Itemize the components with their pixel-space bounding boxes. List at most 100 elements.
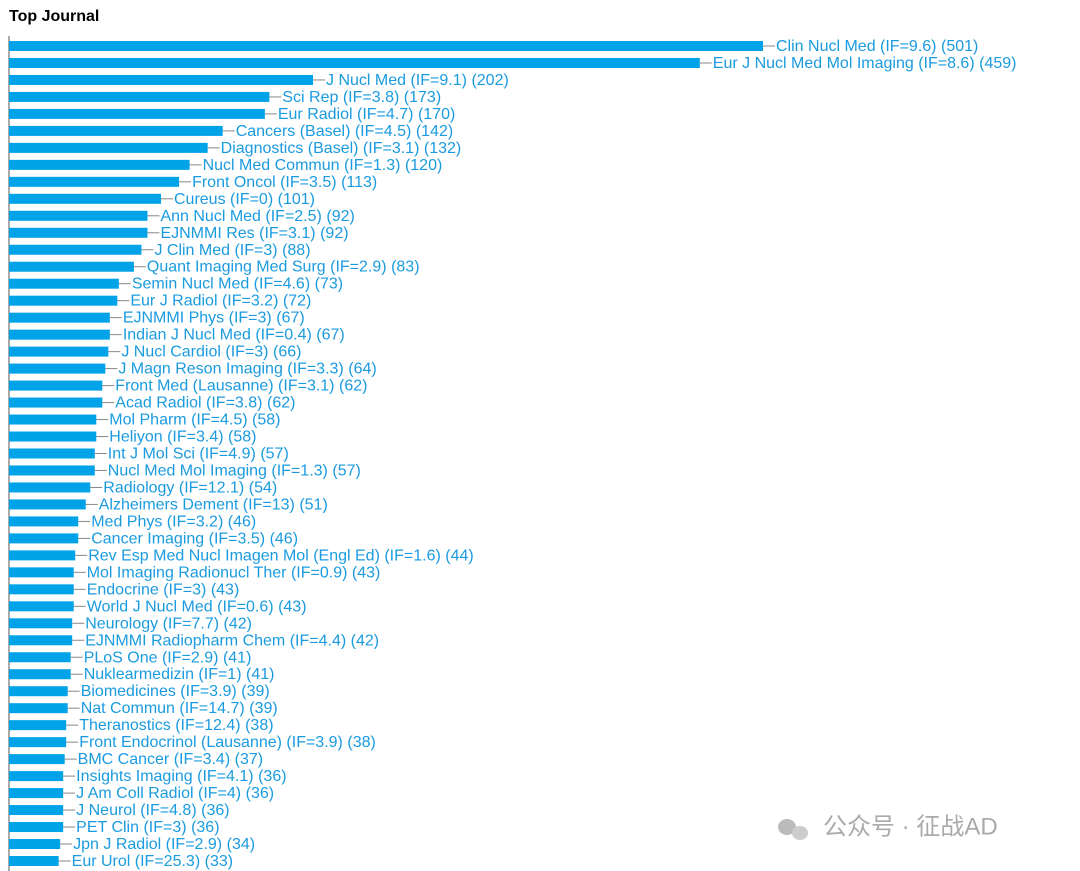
category-label: BMC Cancer (IF=3.4) xyxy=(78,751,230,768)
bar xyxy=(9,244,142,255)
bar-label: PLoS One (IF=2.9) (41) xyxy=(84,649,252,666)
value-label: (46) xyxy=(270,531,298,548)
value-label: (170) xyxy=(418,106,455,123)
category-label: Neurology (IF=7.7) xyxy=(85,616,219,633)
bar-label: Semin Nucl Med (IF=4.6) (73) xyxy=(132,276,343,293)
value-label: (41) xyxy=(223,649,251,666)
bar xyxy=(9,550,76,561)
bar xyxy=(9,278,119,289)
value-label: (38) xyxy=(245,717,273,734)
value-label: (101) xyxy=(278,191,315,208)
category-label: J Am Coll Radiol (IF=4) xyxy=(76,785,241,802)
category-label: EJNMMI Radiopharm Chem (IF=4.4) xyxy=(85,632,346,649)
value-label: (72) xyxy=(283,293,311,310)
category-label: Mol Pharm (IF=4.5) xyxy=(109,412,247,429)
value-label: (113) xyxy=(341,174,377,191)
bar-label: Sci Rep (IF=3.8) (173) xyxy=(282,89,441,106)
bar-label: Endocrine (IF=3) (43) xyxy=(87,582,240,599)
value-label: (38) xyxy=(347,734,375,751)
value-label: (67) xyxy=(316,327,344,344)
value-label: (202) xyxy=(471,72,508,89)
bar xyxy=(9,584,74,595)
category-label: Eur J Radiol (IF=3.2) xyxy=(130,293,278,310)
bar xyxy=(9,686,68,697)
bar xyxy=(9,482,91,493)
bar-label: Ann Nucl Med (IF=2.5) (92) xyxy=(160,208,354,225)
category-label: J Nucl Cardiol (IF=3) xyxy=(121,344,268,361)
category-label: J Clin Med (IF=3) xyxy=(154,242,277,259)
value-label: (64) xyxy=(348,361,376,378)
bar-label: Cureus (IF=0) (101) xyxy=(174,191,315,208)
bar-label: BMC Cancer (IF=3.4) (37) xyxy=(78,751,263,768)
category-label: Eur Urol (IF=25.3) xyxy=(72,853,200,870)
bar-label: Front Endocrinol (Lausanne) (IF=3.9) (38) xyxy=(79,734,376,751)
value-label: (120) xyxy=(405,157,442,174)
value-label: (132) xyxy=(424,140,461,157)
category-label: Nucl Med Commun (IF=1.3) xyxy=(203,157,401,174)
category-label: Rev Esp Med Nucl Imagen Mol (Engl Ed) (I… xyxy=(88,548,441,565)
bar-label: EJNMMI Radiopharm Chem (IF=4.4) (42) xyxy=(85,632,379,649)
value-label: (92) xyxy=(320,225,348,242)
bar-label: Acad Radiol (IF=3.8) (62) xyxy=(115,395,295,412)
value-label: (62) xyxy=(339,378,367,395)
value-label: (43) xyxy=(352,565,380,582)
category-label: Eur J Nucl Med Mol Imaging (IF=8.6) xyxy=(713,55,975,72)
bar xyxy=(9,41,763,51)
bar-label: Radiology (IF=12.1) (54) xyxy=(103,480,277,497)
category-label: Med Phys (IF=3.2) xyxy=(91,514,223,531)
bar xyxy=(9,499,86,510)
value-label: (34) xyxy=(227,836,255,853)
category-label: Cureus (IF=0) xyxy=(174,191,273,208)
bar-label: Eur Radiol (IF=4.7) (170) xyxy=(278,106,455,123)
value-label: (36) xyxy=(201,802,229,819)
bar xyxy=(9,108,265,119)
bar xyxy=(9,805,64,816)
bar xyxy=(9,754,65,765)
value-label: (92) xyxy=(326,208,354,225)
bar xyxy=(9,516,79,527)
bar-label: J Nucl Med (IF=9.1) (202) xyxy=(326,72,509,89)
category-label: Quant Imaging Med Surg (IF=2.9) xyxy=(147,259,387,276)
category-label: J Nucl Med (IF=9.1) xyxy=(326,72,467,89)
value-label: (43) xyxy=(278,599,306,616)
value-label: (36) xyxy=(258,768,286,785)
bar xyxy=(9,720,67,731)
value-label: (46) xyxy=(228,514,256,531)
value-label: (42) xyxy=(351,632,379,649)
bar xyxy=(9,839,61,850)
value-label: (41) xyxy=(246,666,274,683)
value-label: (39) xyxy=(249,700,277,717)
bar-label: Neurology (IF=7.7) (42) xyxy=(85,616,252,633)
value-label: (83) xyxy=(391,259,419,276)
category-label: Semin Nucl Med (IF=4.6) xyxy=(132,276,310,293)
bar xyxy=(9,210,148,221)
bar xyxy=(9,74,314,85)
bar-label: EJNMMI Res (IF=3.1) (92) xyxy=(160,225,348,242)
value-label: (57) xyxy=(260,446,288,463)
bar-label: Nat Commun (IF=14.7) (39) xyxy=(81,700,278,717)
category-label: Indian J Nucl Med (IF=0.4) xyxy=(123,327,312,344)
watermark-icon xyxy=(778,819,808,840)
bar xyxy=(9,771,64,782)
bar-label: Theranostics (IF=12.4) (38) xyxy=(79,717,273,734)
bar xyxy=(9,57,700,68)
value-label: (66) xyxy=(273,344,301,361)
watermark: 公众号 · 征战AD xyxy=(823,813,998,840)
bar-label: Diagnostics (Basel) (IF=3.1) (132) xyxy=(221,140,462,157)
bar xyxy=(9,125,223,136)
value-label: (51) xyxy=(299,497,327,514)
value-label: (33) xyxy=(205,853,233,870)
bar xyxy=(9,261,134,272)
bar-label: Med Phys (IF=3.2) (46) xyxy=(91,514,256,531)
category-label: Ann Nucl Med (IF=2.5) xyxy=(160,208,321,225)
bar-label: Mol Imaging Radionucl Ther (IF=0.9) (43) xyxy=(87,565,381,582)
bar-label: Front Oncol (IF=3.5) (113) xyxy=(192,174,377,191)
bar xyxy=(9,363,106,374)
bar-label: Nucl Med Commun (IF=1.3) (120) xyxy=(203,157,443,174)
bar-label: Quant Imaging Med Surg (IF=2.9) (83) xyxy=(147,259,420,276)
category-label: Alzheimers Dement (IF=13) xyxy=(99,497,295,514)
category-label: Front Endocrinol (Lausanne) (IF=3.9) xyxy=(79,734,343,751)
bar-label: Alzheimers Dement (IF=13) (51) xyxy=(99,497,328,514)
value-label: (173) xyxy=(404,89,441,106)
bar xyxy=(9,737,67,748)
